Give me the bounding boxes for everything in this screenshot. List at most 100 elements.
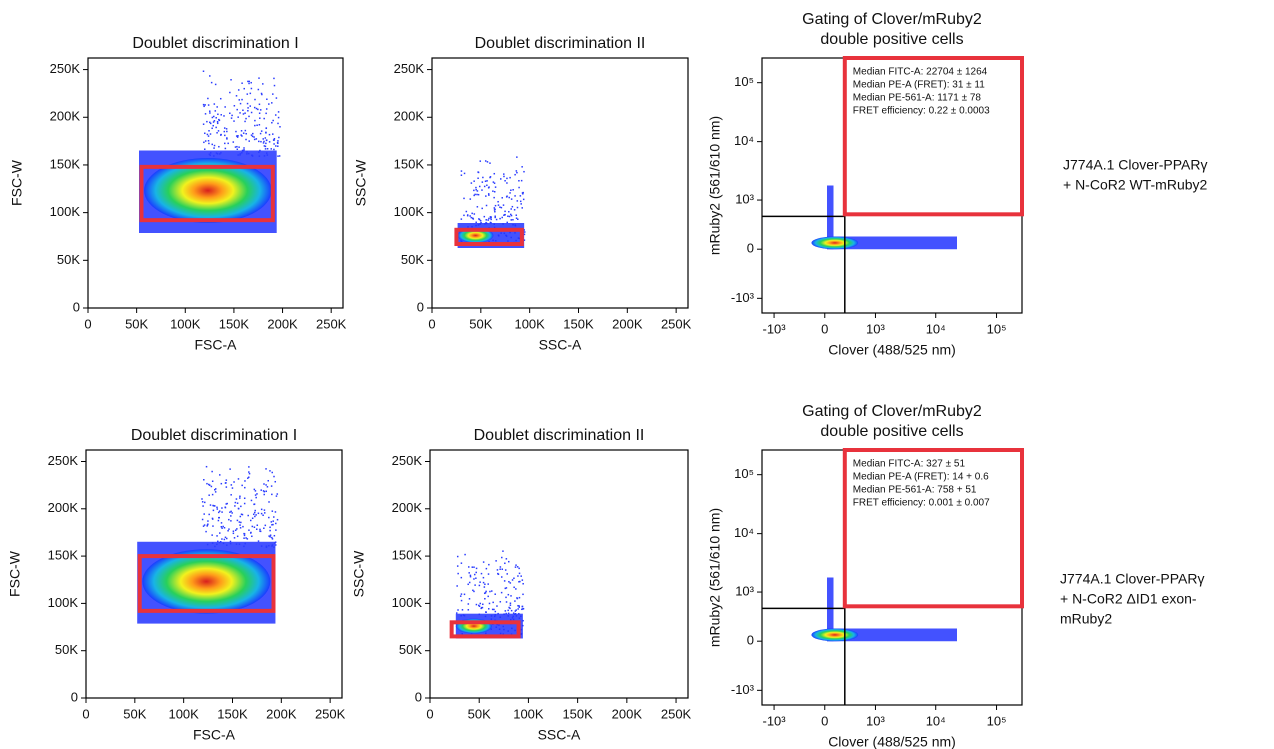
- density-dot: [510, 219, 513, 221]
- density-dot: [508, 580, 510, 583]
- density-dot: [499, 566, 502, 568]
- density-dot: [219, 474, 221, 476]
- density-dot: [268, 133, 271, 136]
- density-region: [827, 236, 957, 250]
- density-dot: [521, 608, 523, 611]
- density-dot: [214, 488, 217, 490]
- y-tick-label: 100K: [392, 595, 423, 610]
- density-dot: [521, 166, 523, 168]
- density-dot: [266, 98, 268, 101]
- density-dot: [481, 189, 483, 191]
- density-dot: [509, 602, 512, 604]
- density-dot: [473, 566, 475, 568]
- density-dot: [222, 525, 224, 528]
- density-dot: [206, 543, 209, 546]
- density-dot: [492, 601, 494, 604]
- density-dot: [211, 143, 214, 146]
- density-dot: [265, 546, 268, 549]
- density-dot: [209, 504, 212, 506]
- y-tick-label: 50K: [55, 642, 78, 657]
- density-dot: [488, 217, 490, 220]
- density-dot: [249, 92, 252, 95]
- x-tick-label: 150K: [219, 316, 250, 331]
- density-dot: [262, 83, 264, 85]
- density-dot: [507, 215, 509, 217]
- density-dot: [255, 107, 258, 110]
- density-dot: [251, 535, 253, 538]
- density-dot: [475, 186, 477, 189]
- x-axis-label: Clover (488/525 nm): [828, 734, 956, 749]
- density-dot: [243, 534, 246, 537]
- density-dot: [277, 140, 279, 142]
- density-dot: [225, 503, 227, 505]
- y-tick-label: 50K: [399, 642, 422, 657]
- density-dot: [271, 471, 273, 474]
- density-dot: [514, 600, 516, 602]
- density-dot: [516, 206, 519, 209]
- density-core: [144, 158, 272, 223]
- density-dot: [480, 221, 482, 224]
- density-dot: [273, 534, 276, 537]
- x-tick-label: 100K: [170, 316, 201, 331]
- density-dot: [208, 142, 210, 145]
- density-dot: [272, 133, 274, 135]
- density-dot: [271, 493, 273, 496]
- density-dot: [475, 577, 477, 579]
- density-dot: [225, 128, 228, 130]
- density-dot: [456, 555, 459, 558]
- density-dot: [209, 122, 212, 125]
- density-dot: [473, 590, 475, 593]
- density-dot: [469, 575, 472, 578]
- density-dot: [467, 609, 470, 611]
- y-tick-label: 200K: [50, 109, 81, 124]
- density-dot: [507, 593, 510, 596]
- density-dot: [227, 530, 229, 532]
- density-dot: [265, 152, 268, 154]
- density-dot: [208, 494, 210, 496]
- density-dot: [490, 216, 492, 218]
- density-dot: [213, 120, 216, 122]
- density-cloud: [139, 70, 281, 233]
- plot-frame: [85, 449, 343, 699]
- density-dot: [265, 545, 268, 548]
- density-dot: [255, 528, 258, 530]
- density-dot: [213, 147, 215, 149]
- density-dot: [251, 154, 254, 157]
- density-dot: [210, 81, 213, 84]
- density-dot: [463, 214, 465, 217]
- density-dot: [259, 109, 262, 111]
- density-dot: [214, 545, 216, 548]
- density-dot: [273, 516, 275, 518]
- x-tick-label: 0: [426, 706, 433, 721]
- density-dot: [477, 177, 479, 180]
- gate: [137, 554, 276, 613]
- density-dot: [246, 153, 248, 155]
- density-dot: [523, 170, 525, 173]
- density-dot: [219, 97, 222, 100]
- density-dot: [247, 110, 249, 112]
- density-dot: [275, 495, 278, 497]
- density-dot: [206, 524, 209, 526]
- density-dot: [479, 160, 482, 162]
- density-dot: [475, 603, 478, 606]
- density-dot: [520, 179, 523, 182]
- density-dot: [209, 112, 211, 114]
- density-dot: [461, 609, 464, 611]
- density-dot: [239, 524, 241, 526]
- density-dot: [242, 109, 244, 112]
- x-tick-label: 250K: [661, 316, 692, 331]
- density-dot: [463, 197, 465, 200]
- density-dot: [509, 213, 512, 216]
- density-dot: [494, 593, 496, 595]
- density-dot: [260, 140, 262, 143]
- density-dot: [240, 521, 242, 524]
- y-axis-label: SSC-W: [353, 159, 369, 206]
- density-dot: [499, 217, 501, 220]
- density-dot: [256, 124, 258, 127]
- density-dot: [512, 612, 515, 614]
- row-label: J774A.1 Clover-PPARγ: [1060, 571, 1204, 587]
- density-dot: [248, 140, 250, 142]
- density-dot: [473, 573, 476, 576]
- density-dot: [466, 214, 469, 217]
- density-dot: [224, 147, 227, 150]
